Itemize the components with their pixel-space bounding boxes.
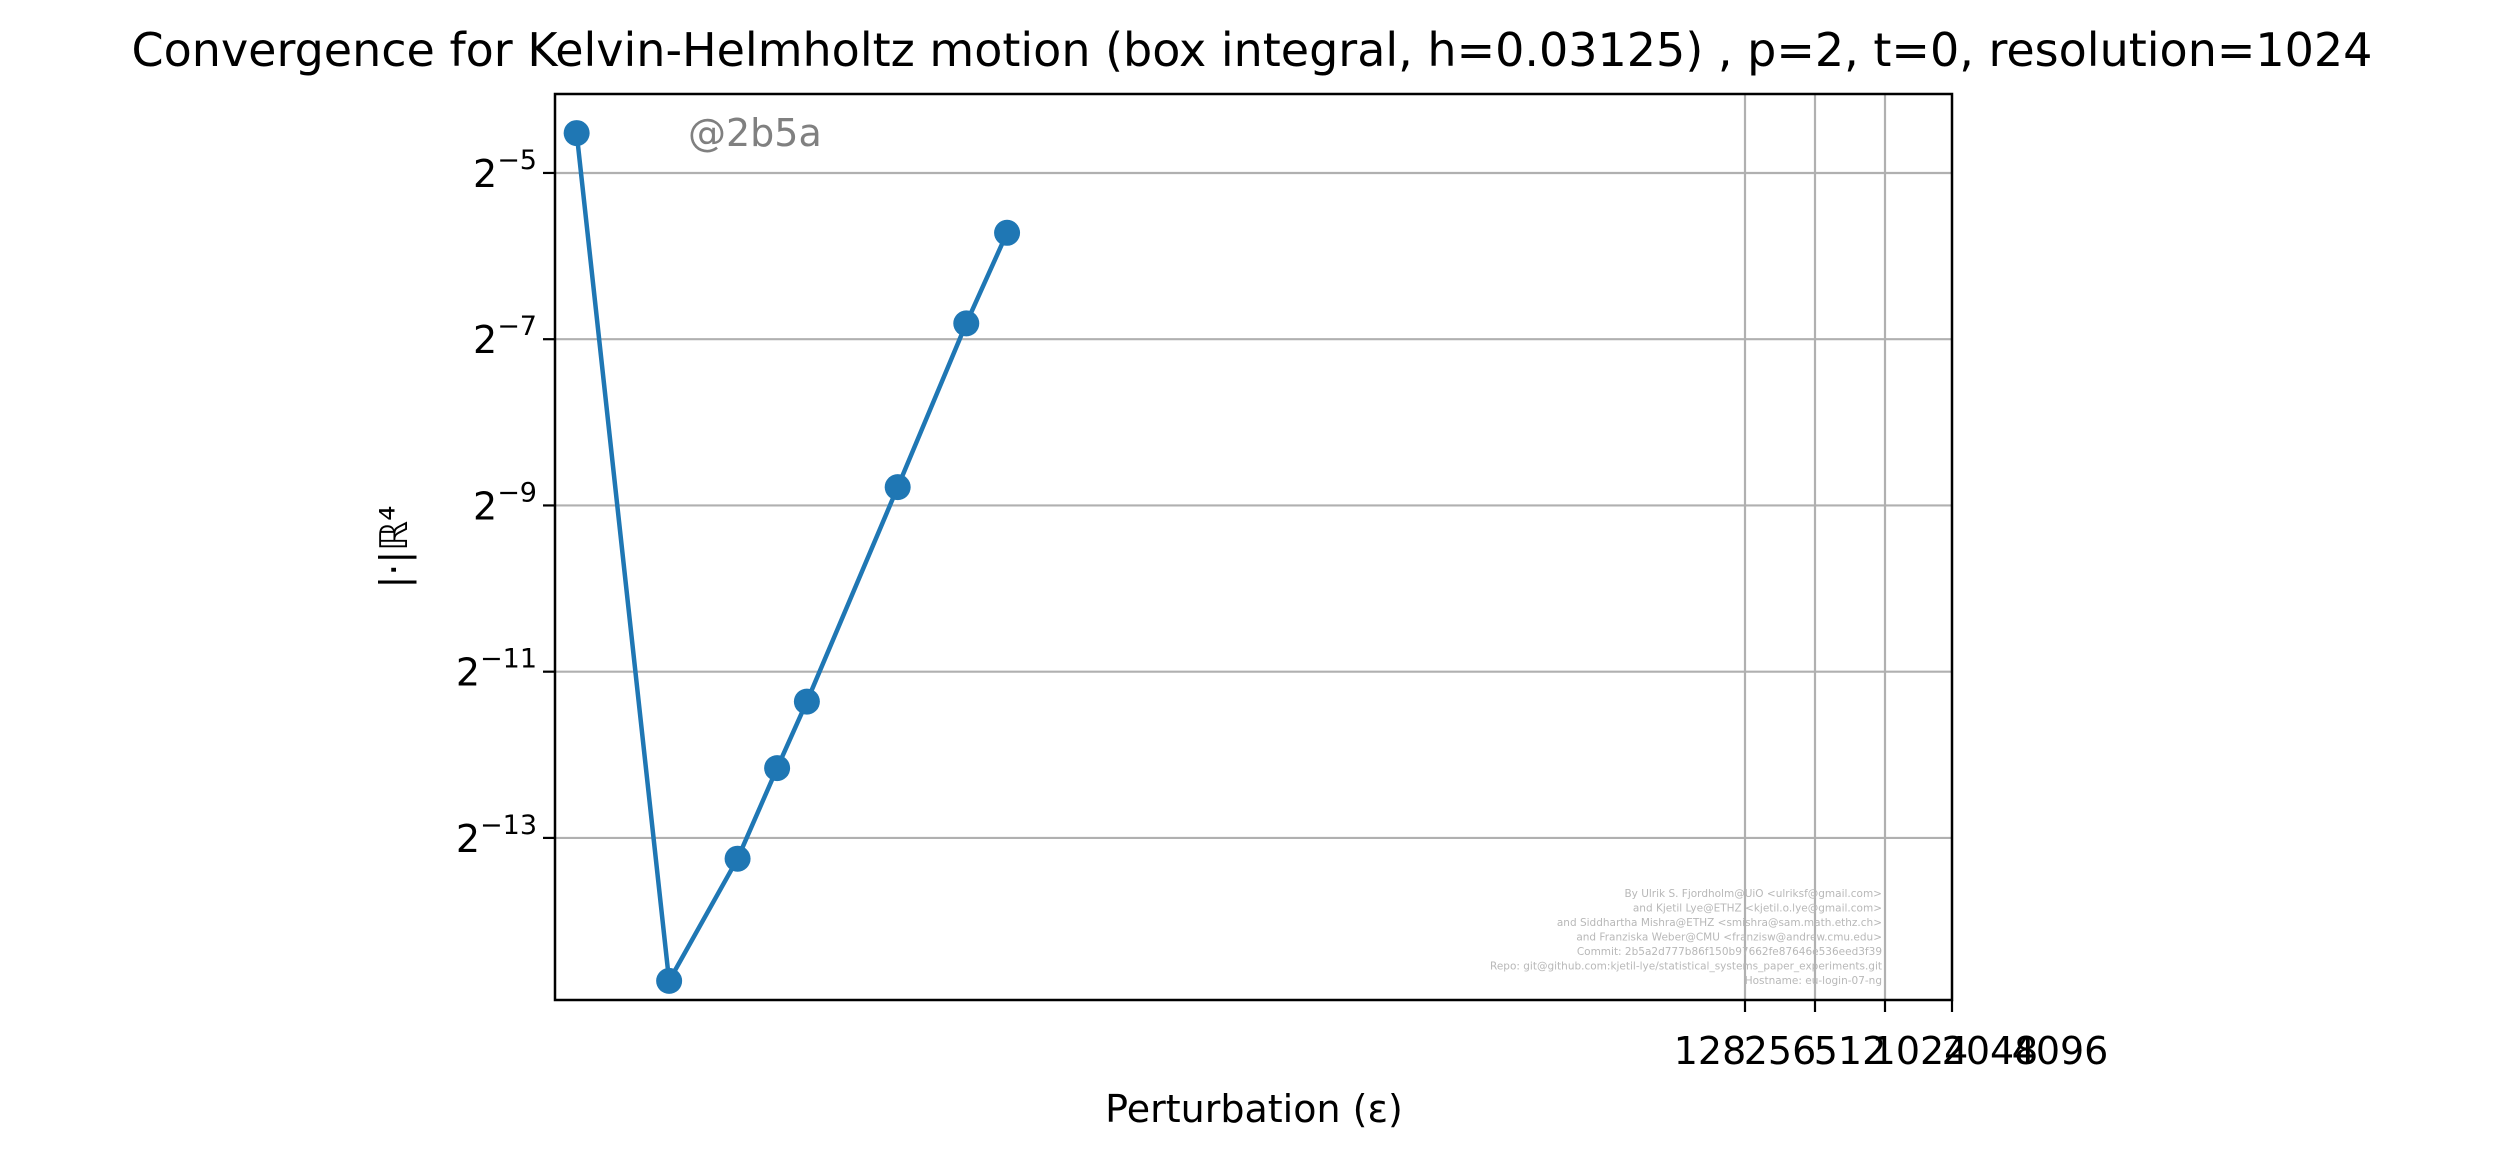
x-tick-label: 256	[1744, 1029, 1817, 1073]
series-line	[574, 132, 1010, 984]
grid-lines	[555, 94, 1952, 1000]
y-axis-label-text: |·|ℝ⁴	[372, 505, 417, 588]
credits-block: By Ulrik S. Fjordholm@UiO <ulriksf@gmail…	[1490, 888, 1882, 987]
data-point	[994, 219, 1021, 246]
x-tick-label: 512	[1814, 1029, 1887, 1073]
credits-line: and Kjetil Lye@ETHZ <kjetil.o.lye@gmail.…	[1633, 903, 1882, 915]
credits-line: and Siddhartha Mishra@ETHZ <smishra@sam.…	[1557, 917, 1882, 929]
credits-line: Repo: git@github.com:kjetil-lye/statisti…	[1490, 961, 1882, 973]
data-point	[764, 755, 791, 782]
watermark-label: @2b5a	[688, 111, 822, 155]
credits-line: Commit: 2b5a2d777b86f150b97662fe87646e53…	[1577, 946, 1882, 958]
y-tick-exponent: −11	[480, 644, 537, 675]
x-axis-label: Perturbation (ε)	[1105, 1087, 1403, 1131]
y-tick-label: 2−5	[473, 145, 537, 196]
credits-line: By Ulrik S. Fjordholm@UiO <ulriksf@gmail…	[1624, 888, 1882, 900]
y-tick-base: 2	[473, 318, 497, 362]
data-point	[563, 120, 590, 147]
axes-frame	[553, 92, 1954, 1002]
y-axis-label: |·|ℝ⁴	[372, 505, 417, 588]
x-tick-label: 1024	[1872, 1029, 1969, 1073]
series-group	[563, 120, 1021, 994]
credits-line: Hostname: eu-login-07-ng	[1745, 975, 1882, 987]
data-point	[724, 845, 751, 872]
y-tick-exponent: −13	[480, 810, 537, 841]
y-tick-label: 2−13	[456, 810, 537, 861]
data-point	[656, 967, 683, 994]
credits-line: and Franziska Weber@CMU <franzisw@andrew…	[1576, 932, 1882, 944]
data-point	[793, 688, 820, 715]
y-tick-base: 2	[456, 817, 480, 861]
y-tick-exponent: −9	[497, 477, 537, 508]
x-tick-label: 128	[1674, 1029, 1747, 1073]
data-point	[884, 474, 911, 501]
y-tick-exponent: −7	[497, 311, 537, 342]
y-tick-base: 2	[456, 651, 480, 695]
x-tick-label: 2048	[1942, 1029, 2039, 1073]
data-point	[953, 310, 980, 337]
y-tick-label: 2−9	[473, 477, 537, 528]
chart-title: Convergence for Kelvin-Helmholtz motion …	[132, 23, 2373, 77]
y-tick-base: 2	[473, 152, 497, 196]
y-tick-exponent: −5	[497, 145, 537, 176]
y-axis-ticks: 2−52−72−92−112−13	[456, 145, 555, 861]
x-tick-label: 4096	[2012, 1029, 2109, 1073]
y-tick-label: 2−11	[456, 644, 537, 695]
y-tick-base: 2	[473, 484, 497, 528]
y-tick-label: 2−7	[473, 311, 537, 362]
